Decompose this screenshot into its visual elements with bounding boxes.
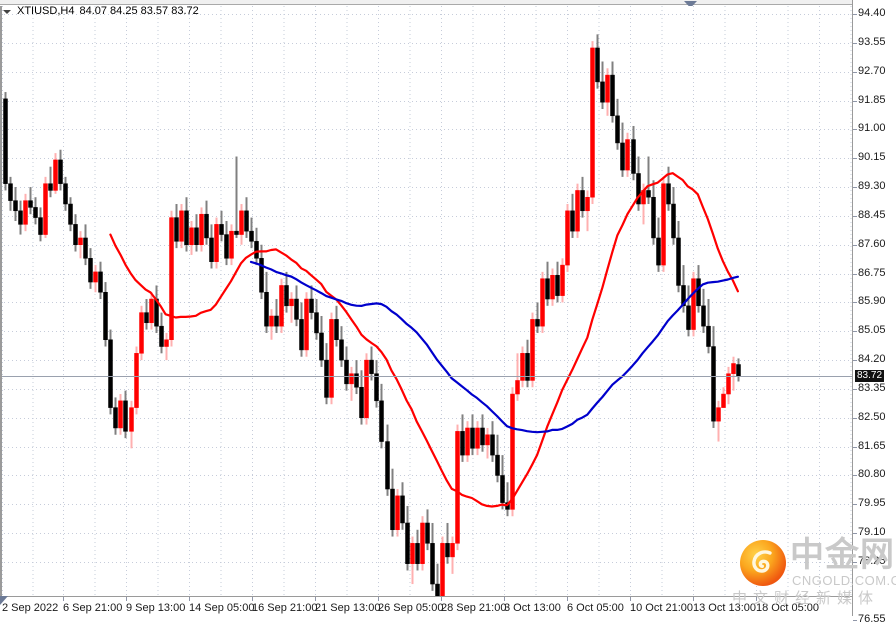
chart-canvas: [0, 6, 852, 596]
price-tick-label: 83.35: [858, 381, 886, 394]
time-tick-label: 16 Sep 21:00: [252, 602, 318, 614]
time-tick-mark: [315, 597, 316, 601]
time-tick-mark: [567, 597, 568, 601]
price-tick-label: 88.45: [858, 208, 886, 221]
price-tick-mark: [853, 129, 857, 130]
price-tick-label: 91.85: [858, 93, 886, 106]
price-tick-mark: [853, 331, 857, 332]
price-tick-label: 86.75: [858, 266, 886, 279]
price-tick-label: 92.70: [858, 64, 886, 77]
price-tick-label: 90.15: [858, 151, 886, 164]
price-tick-mark: [853, 562, 857, 563]
price-tick-mark: [853, 302, 857, 303]
price-tick-label: 78.25: [858, 555, 886, 567]
time-tick-label: 28 Sep 21:00: [441, 602, 507, 614]
scroll-position-marker-icon[interactable]: [684, 1, 697, 8]
price-tick-mark: [853, 360, 857, 361]
chevron-down-icon[interactable]: [3, 9, 11, 14]
price-tick-label: 79.95: [858, 497, 886, 510]
price-tick-label: 85.90: [858, 295, 886, 308]
price-tick-mark: [853, 418, 857, 419]
time-tick-label: 13 Oct 13:00: [693, 602, 756, 614]
time-tick-label: 9 Sep 13:00: [126, 602, 186, 614]
ohlc-readout: 84.07 84.25 83.57 83.72: [79, 5, 199, 17]
time-tick-mark: [630, 597, 631, 601]
price-tick-label: 94.40: [858, 7, 886, 19]
price-tick-label: 93.55: [858, 35, 886, 48]
price-tick-label: 84.20: [858, 353, 886, 366]
time-tick-label: 14 Sep 05:00: [189, 602, 255, 614]
symbol-label: XTIUSD,H4: [17, 5, 75, 17]
price-tick-label: 89.30: [858, 180, 886, 193]
price-tick-mark: [853, 533, 857, 534]
time-tick-label: 21 Sep 13:00: [315, 602, 381, 614]
price-tick-mark: [853, 72, 857, 73]
price-tick-label: 82.50: [858, 410, 886, 423]
price-tick-mark: [853, 43, 857, 44]
time-tick-label: 18 Oct 05:00: [756, 602, 819, 614]
time-tick-mark: [126, 597, 127, 601]
chart-top-scrollbar[interactable]: [0, 0, 896, 8]
time-tick-mark: [63, 597, 64, 601]
price-tick-mark: [853, 475, 857, 476]
price-axis[interactable]: 94.40 93.55 92.70 91.85 91.00 90.15 89.30 88.45…: [852, 0, 896, 624]
symbol-header: XTIUSD,H4 84.07 84.25 83.57 83.72: [0, 5, 199, 18]
time-tick-mark: [693, 597, 694, 601]
time-tick-label: 3 Oct 13:00: [504, 602, 561, 614]
price-tick-mark: [853, 274, 857, 275]
price-tick-label: 85.05: [858, 324, 886, 337]
time-tick-mark: [189, 597, 190, 601]
time-axis[interactable]: 2 Sep 2022 6 Sep 21:00 9 Sep 13:00 14 Sep 0…: [0, 596, 852, 616]
price-tick-label: 76.55: [858, 612, 886, 625]
time-tick-label: 26 Sep 05:00: [378, 602, 444, 614]
price-tick-label: 80.80: [858, 468, 886, 481]
price-tick-mark: [853, 504, 857, 505]
time-tick-mark: [252, 597, 253, 601]
axis-corner-marker-icon: [0, 596, 8, 605]
price-tick-mark: [853, 447, 857, 448]
price-tick-mark: [853, 245, 857, 246]
time-tick-mark: [441, 597, 442, 601]
time-tick-label: 6 Sep 21:00: [63, 602, 123, 614]
time-tick-mark: [378, 597, 379, 601]
price-tick-label: 87.60: [858, 237, 886, 250]
time-tick-label: 6 Oct 05:00: [567, 602, 624, 614]
current-price-label: 83.72: [855, 370, 885, 383]
price-tick-mark: [853, 620, 857, 621]
price-tick-mark: [853, 158, 857, 159]
time-tick-mark: [504, 597, 505, 601]
price-tick-label: 91.00: [858, 122, 886, 135]
chart-plot-area[interactable]: [0, 6, 852, 596]
time-tick-mark: [756, 597, 757, 601]
price-tick-label: 81.65: [858, 439, 886, 452]
price-tick-mark: [853, 187, 857, 188]
price-tick-mark: [853, 14, 857, 15]
plot-left-border: [0, 6, 2, 596]
price-tick-mark: [853, 101, 857, 102]
price-tick-label: 79.10: [858, 526, 886, 539]
price-tick-mark: [853, 389, 857, 390]
price-tick-mark: [853, 216, 857, 217]
time-tick-label: 10 Oct 21:00: [630, 602, 693, 614]
time-tick-label: 2 Sep 2022: [2, 602, 59, 614]
